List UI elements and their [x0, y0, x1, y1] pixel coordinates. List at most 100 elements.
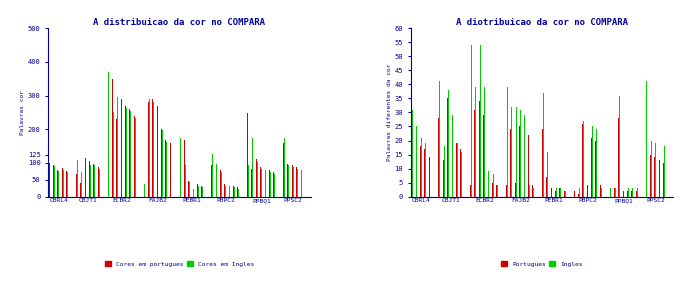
Bar: [99, 169, 100, 197]
Bar: [492, 183, 493, 197]
Bar: [429, 149, 431, 197]
Bar: [615, 188, 616, 197]
Bar: [425, 143, 426, 197]
Bar: [296, 167, 297, 197]
Bar: [574, 96, 576, 197]
Bar: [635, 191, 637, 197]
Bar: [112, 79, 113, 197]
Bar: [201, 186, 202, 197]
Bar: [420, 146, 421, 197]
Bar: [229, 185, 230, 197]
Bar: [129, 109, 131, 197]
Bar: [234, 187, 235, 197]
Bar: [80, 183, 81, 197]
Bar: [121, 99, 122, 197]
Bar: [506, 185, 507, 197]
Bar: [248, 165, 249, 197]
Bar: [153, 102, 154, 197]
Bar: [632, 188, 633, 197]
Bar: [564, 191, 565, 197]
Bar: [655, 143, 656, 197]
Bar: [63, 170, 64, 197]
Y-axis label: Palavras cor: Palavras cor: [20, 90, 25, 135]
Bar: [283, 143, 284, 197]
Bar: [108, 96, 109, 197]
Bar: [628, 188, 629, 197]
Bar: [161, 129, 162, 197]
Bar: [457, 143, 458, 197]
Bar: [480, 45, 481, 197]
Bar: [54, 166, 55, 197]
Bar: [529, 185, 530, 197]
Bar: [220, 170, 221, 197]
Bar: [631, 191, 632, 197]
Bar: [116, 119, 117, 197]
Bar: [528, 135, 529, 197]
Bar: [76, 174, 77, 197]
Bar: [273, 173, 274, 197]
Bar: [90, 165, 91, 197]
Bar: [188, 180, 189, 197]
Bar: [516, 107, 517, 197]
Title: A distribuicao da cor no COMPARA: A distribuicao da cor no COMPARA: [93, 18, 265, 27]
Bar: [546, 177, 548, 197]
Bar: [53, 165, 54, 197]
Bar: [493, 174, 494, 197]
Bar: [252, 138, 254, 197]
Bar: [86, 164, 87, 197]
Bar: [62, 168, 63, 197]
Bar: [49, 165, 50, 197]
Bar: [456, 143, 457, 197]
Bar: [257, 162, 258, 197]
Bar: [77, 160, 78, 197]
Bar: [66, 171, 67, 197]
Bar: [618, 118, 619, 197]
Bar: [654, 157, 655, 197]
Bar: [637, 188, 638, 197]
Bar: [416, 126, 417, 197]
Bar: [98, 167, 99, 197]
Bar: [197, 184, 198, 197]
Bar: [264, 169, 265, 197]
Bar: [117, 97, 118, 197]
Bar: [579, 188, 580, 197]
Bar: [93, 164, 94, 197]
Bar: [460, 149, 461, 197]
Legend: Cores em portugues, Cores em Ingles: Cores em portugues, Cores em Ingles: [102, 259, 257, 269]
Bar: [284, 138, 285, 197]
Bar: [551, 188, 552, 197]
Bar: [216, 164, 217, 197]
Bar: [447, 98, 448, 197]
Bar: [184, 140, 185, 197]
Bar: [287, 164, 289, 197]
Bar: [256, 159, 257, 197]
Bar: [507, 87, 508, 197]
Bar: [651, 140, 652, 197]
Bar: [67, 173, 68, 197]
Bar: [198, 185, 199, 197]
Bar: [664, 146, 665, 197]
Bar: [659, 160, 660, 197]
Bar: [412, 110, 413, 197]
Bar: [212, 153, 213, 197]
Bar: [443, 160, 444, 197]
Bar: [543, 93, 544, 197]
Bar: [134, 116, 135, 197]
Bar: [113, 112, 114, 197]
Bar: [519, 126, 520, 197]
Bar: [260, 167, 261, 197]
Bar: [600, 188, 602, 197]
Bar: [221, 172, 222, 197]
Bar: [237, 187, 238, 197]
Bar: [471, 45, 472, 197]
Bar: [596, 129, 597, 197]
Bar: [532, 185, 533, 197]
Bar: [484, 87, 485, 197]
Bar: [578, 194, 579, 197]
Title: A diotribuicao da cor no COMPARA: A diotribuicao da cor no COMPARA: [456, 18, 628, 27]
Bar: [89, 161, 90, 197]
Bar: [125, 106, 126, 197]
Bar: [238, 189, 239, 197]
Bar: [233, 186, 234, 197]
Bar: [496, 185, 497, 197]
